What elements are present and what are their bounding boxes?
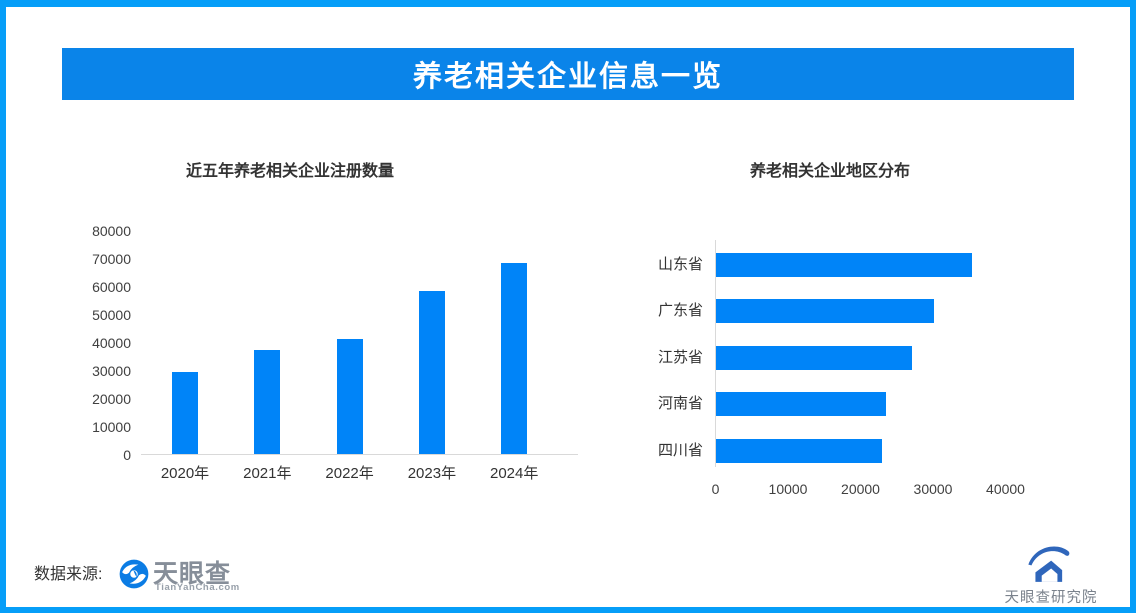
left-chart-title: 近五年养老相关企业注册数量 xyxy=(185,163,394,180)
y-axis-tick-label: 50000 xyxy=(92,306,131,323)
y-axis-tick-label: 10000 xyxy=(92,418,131,435)
data-source-label: 数据来源: xyxy=(34,566,103,583)
x-axis-category-label: 2024年 xyxy=(490,465,539,482)
page-title: 养老相关企业信息一览 xyxy=(412,61,723,93)
x-axis-category-label: 2020年 xyxy=(160,465,210,482)
x-axis-category-label: 2022年 xyxy=(325,465,374,482)
y-axis-tick-label: 40000 xyxy=(92,334,131,351)
y-axis-line xyxy=(715,240,716,467)
y-axis-tick-label: 70000 xyxy=(92,250,131,267)
x-axis-category-label: 2021年 xyxy=(243,465,292,482)
bar-2021年 xyxy=(254,350,281,455)
bar-2020年 xyxy=(172,372,198,455)
category-label-山东省: 山东省 xyxy=(657,255,703,273)
institute-logo-text: 天眼查研究院 xyxy=(1004,590,1098,606)
bar-2023年 xyxy=(418,291,445,455)
bar-江苏省 xyxy=(716,345,912,370)
bar-2022年 xyxy=(336,338,363,455)
tianyancha-logo-domain: TianYanCha.com xyxy=(155,582,240,593)
x-axis-tick-label: 40000 xyxy=(986,481,1025,497)
bar-四川省 xyxy=(716,438,883,463)
title-banner: 养老相关企业信息一览 xyxy=(62,48,1074,100)
x-axis-baseline xyxy=(141,454,578,455)
category-label-四川省: 四川省 xyxy=(657,441,703,459)
y-axis-tick-label: 0 xyxy=(123,446,131,463)
x-axis-tick-label: 20000 xyxy=(841,481,880,497)
y-axis-tick-label: 20000 xyxy=(92,390,131,407)
category-label-广东省: 广东省 xyxy=(657,302,703,319)
x-axis-category-label: 2023年 xyxy=(407,465,457,482)
tianyancha-logo-text: 天眼查 xyxy=(153,560,232,588)
bar-2024年 xyxy=(501,262,528,455)
y-axis-tick-label: 30000 xyxy=(92,362,131,379)
x-axis-tick-label: 0 xyxy=(711,481,720,497)
bar-广东省 xyxy=(716,299,935,323)
x-axis-tick-label: 10000 xyxy=(768,481,808,497)
category-label-河南省: 河南省 xyxy=(657,395,703,412)
institute-swoosh-icon xyxy=(1028,546,1070,582)
bar-河南省 xyxy=(716,392,887,416)
bar-山东省 xyxy=(716,252,972,277)
tianyancha-eye-icon xyxy=(119,559,149,589)
category-label-江苏省: 江苏省 xyxy=(657,348,703,366)
y-axis-tick-label: 60000 xyxy=(92,278,131,295)
right-chart-title: 养老相关企业地区分布 xyxy=(749,163,910,180)
x-axis-tick-label: 30000 xyxy=(913,481,953,497)
y-axis-tick-label: 80000 xyxy=(92,223,131,239)
